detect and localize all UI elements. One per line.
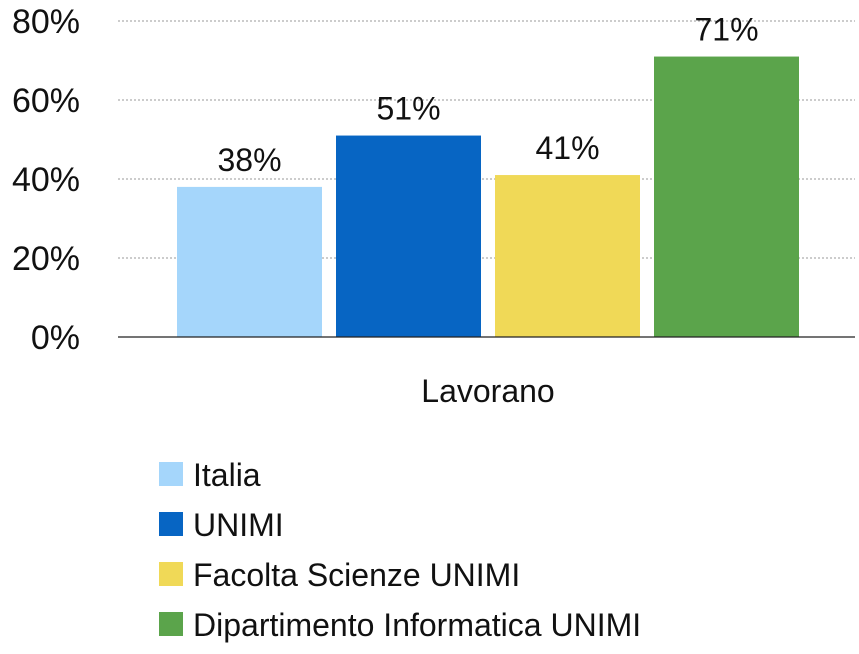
legend-label: Dipartimento Informatica UNIMI (193, 607, 641, 643)
legend: Italia UNIMI Facolta Scienze UNIMI Dipartim… (159, 457, 641, 643)
data-label: 38% (217, 142, 281, 178)
grid (118, 20, 855, 259)
bar-1 (177, 186, 322, 337)
data-label: 41% (535, 130, 599, 166)
data-labels: 38% 51% 41% 71% (217, 12, 758, 178)
y-tick-label: 60% (12, 82, 80, 120)
legend-label: UNIMI (193, 507, 284, 543)
y-axis-ticks: 0% 20% 40% 60% 80% (12, 3, 80, 357)
bar-2 (336, 135, 481, 337)
y-tick-label: 0% (31, 319, 80, 357)
bar-4 (654, 56, 799, 338)
y-tick-label: 20% (12, 240, 80, 278)
category-label: Lavorano (421, 373, 554, 409)
legend-swatch (159, 562, 183, 586)
legend-swatch (159, 462, 183, 486)
legend-swatch (159, 612, 183, 636)
y-tick-label: 40% (12, 161, 80, 199)
data-label: 51% (376, 91, 440, 127)
bars (177, 56, 799, 338)
legend-swatch (159, 512, 183, 536)
legend-label: Italia (193, 457, 261, 493)
bar-3 (495, 175, 640, 337)
legend-label: Facolta Scienze UNIMI (193, 557, 520, 593)
data-label: 71% (694, 12, 758, 48)
y-tick-label: 80% (12, 3, 80, 41)
